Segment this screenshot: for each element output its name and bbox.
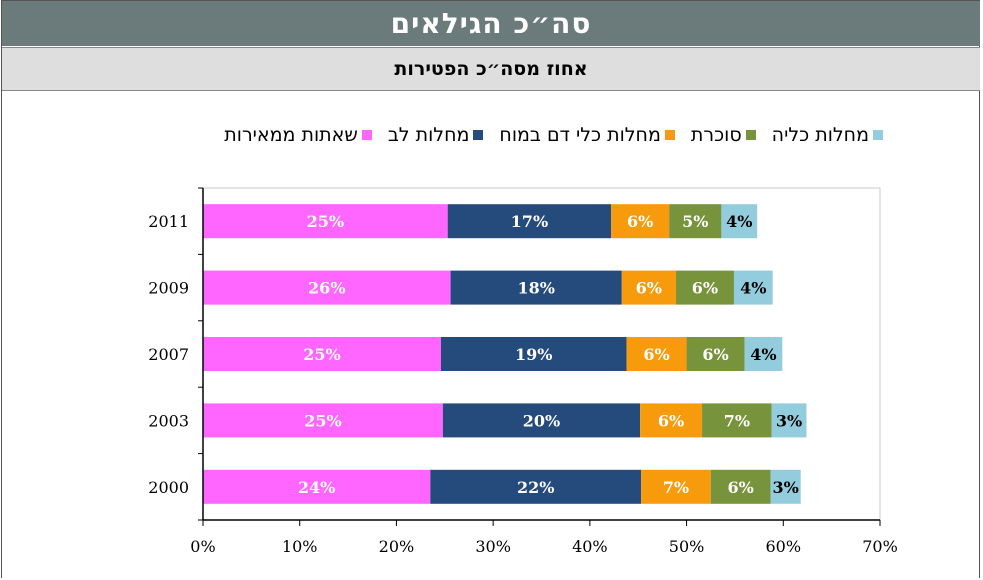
bar-segment: [626, 337, 687, 371]
page-title: סה״כ הגילאים: [2, 1, 980, 46]
data-label: 18%: [517, 279, 554, 298]
chart-legend: מחלות כליה סוכרת מחלות כלי דם במוח מחלות לב…: [224, 122, 883, 148]
legend-label: מחלות כלי דם במוח: [499, 124, 661, 146]
data-label: 25%: [304, 411, 341, 430]
y-tick-label: 2000: [148, 478, 189, 497]
data-label: 6%: [627, 212, 653, 231]
y-tick-label: 2007: [148, 345, 189, 364]
bar-segment: [447, 204, 612, 239]
data-label: 7%: [663, 478, 689, 497]
bar-segment: [203, 337, 441, 371]
data-label: 6%: [636, 279, 662, 298]
data-label: 6%: [692, 279, 718, 298]
x-tick-label: 50%: [669, 537, 705, 556]
bar-segment: [744, 337, 783, 371]
data-label: 25%: [303, 345, 340, 364]
bar-segment: [621, 270, 676, 305]
x-tick-label: 30%: [475, 537, 511, 556]
bar-segment: [440, 337, 627, 371]
legend-item: מחלות כליה: [772, 124, 883, 146]
data-label: 22%: [517, 478, 554, 497]
data-label: 26%: [308, 279, 345, 298]
y-tick-label: 2009: [148, 279, 189, 298]
bar-segment: [641, 469, 711, 504]
bar-segment: [203, 270, 451, 305]
data-label: 19%: [515, 345, 552, 364]
data-label: 24%: [298, 478, 335, 497]
data-label: 17%: [511, 212, 548, 231]
bar-segment: [611, 204, 670, 239]
data-label: 6%: [728, 478, 754, 497]
bar-segment: [203, 204, 448, 239]
data-label: 7%: [724, 411, 750, 430]
bar-segment: [721, 204, 758, 239]
bar-segment: [203, 403, 443, 438]
bar-segment: [640, 403, 703, 438]
x-tick-label: 70%: [862, 537, 898, 556]
bar-segment: [430, 469, 642, 504]
bar-segment: [771, 403, 807, 438]
y-tick-label: 2003: [148, 411, 189, 430]
bar-segment: [710, 469, 771, 504]
data-label: 6%: [702, 345, 728, 364]
x-tick-label: 60%: [766, 537, 802, 556]
legend-item: סוכרת: [691, 124, 756, 146]
legend-swatch: [873, 130, 883, 140]
legend-swatch: [745, 130, 756, 140]
legend-label: מחלות כליה: [771, 124, 869, 146]
data-label: 25%: [307, 212, 344, 231]
data-label: 3%: [776, 411, 802, 430]
legend-label: סוכרת: [690, 124, 742, 146]
data-label: 4%: [750, 345, 776, 364]
data-label: 6%: [658, 411, 684, 430]
bar-segment: [686, 337, 745, 371]
chart-subtitle: אחוז מסה״כ הפטירות: [2, 47, 980, 91]
legend-label: שאתות ממאירות: [224, 124, 358, 146]
legend-item: מחלות לב: [388, 124, 484, 146]
bar-segment: [442, 403, 641, 438]
data-label: 20%: [523, 411, 560, 430]
x-tick-label: 0%: [190, 537, 215, 556]
x-tick-label: 20%: [379, 537, 415, 556]
legend-label: מחלות לב: [387, 124, 470, 146]
data-label: 3%: [773, 478, 799, 497]
legend-item: שאתות ממאירות: [224, 124, 372, 146]
x-tick-label: 10%: [282, 537, 318, 556]
data-label: 4%: [726, 212, 752, 231]
y-tick-label: 2011: [148, 212, 189, 231]
bar-segment: [770, 469, 801, 504]
legend-swatch: [473, 130, 484, 140]
bar-segment: [203, 469, 431, 504]
bar-segment: [733, 270, 773, 305]
legend-swatch: [664, 130, 675, 140]
bar-segment: [675, 270, 734, 305]
data-label: 4%: [740, 279, 766, 298]
x-tick-label: 40%: [572, 537, 608, 556]
data-label: 6%: [643, 345, 669, 364]
data-label: 5%: [682, 212, 708, 231]
bar-segment: [450, 270, 622, 305]
legend-swatch: [361, 130, 372, 140]
legend-item: מחלות כלי דם במוח: [499, 124, 675, 146]
bar-segment: [669, 204, 722, 239]
bar-segment: [702, 403, 772, 438]
